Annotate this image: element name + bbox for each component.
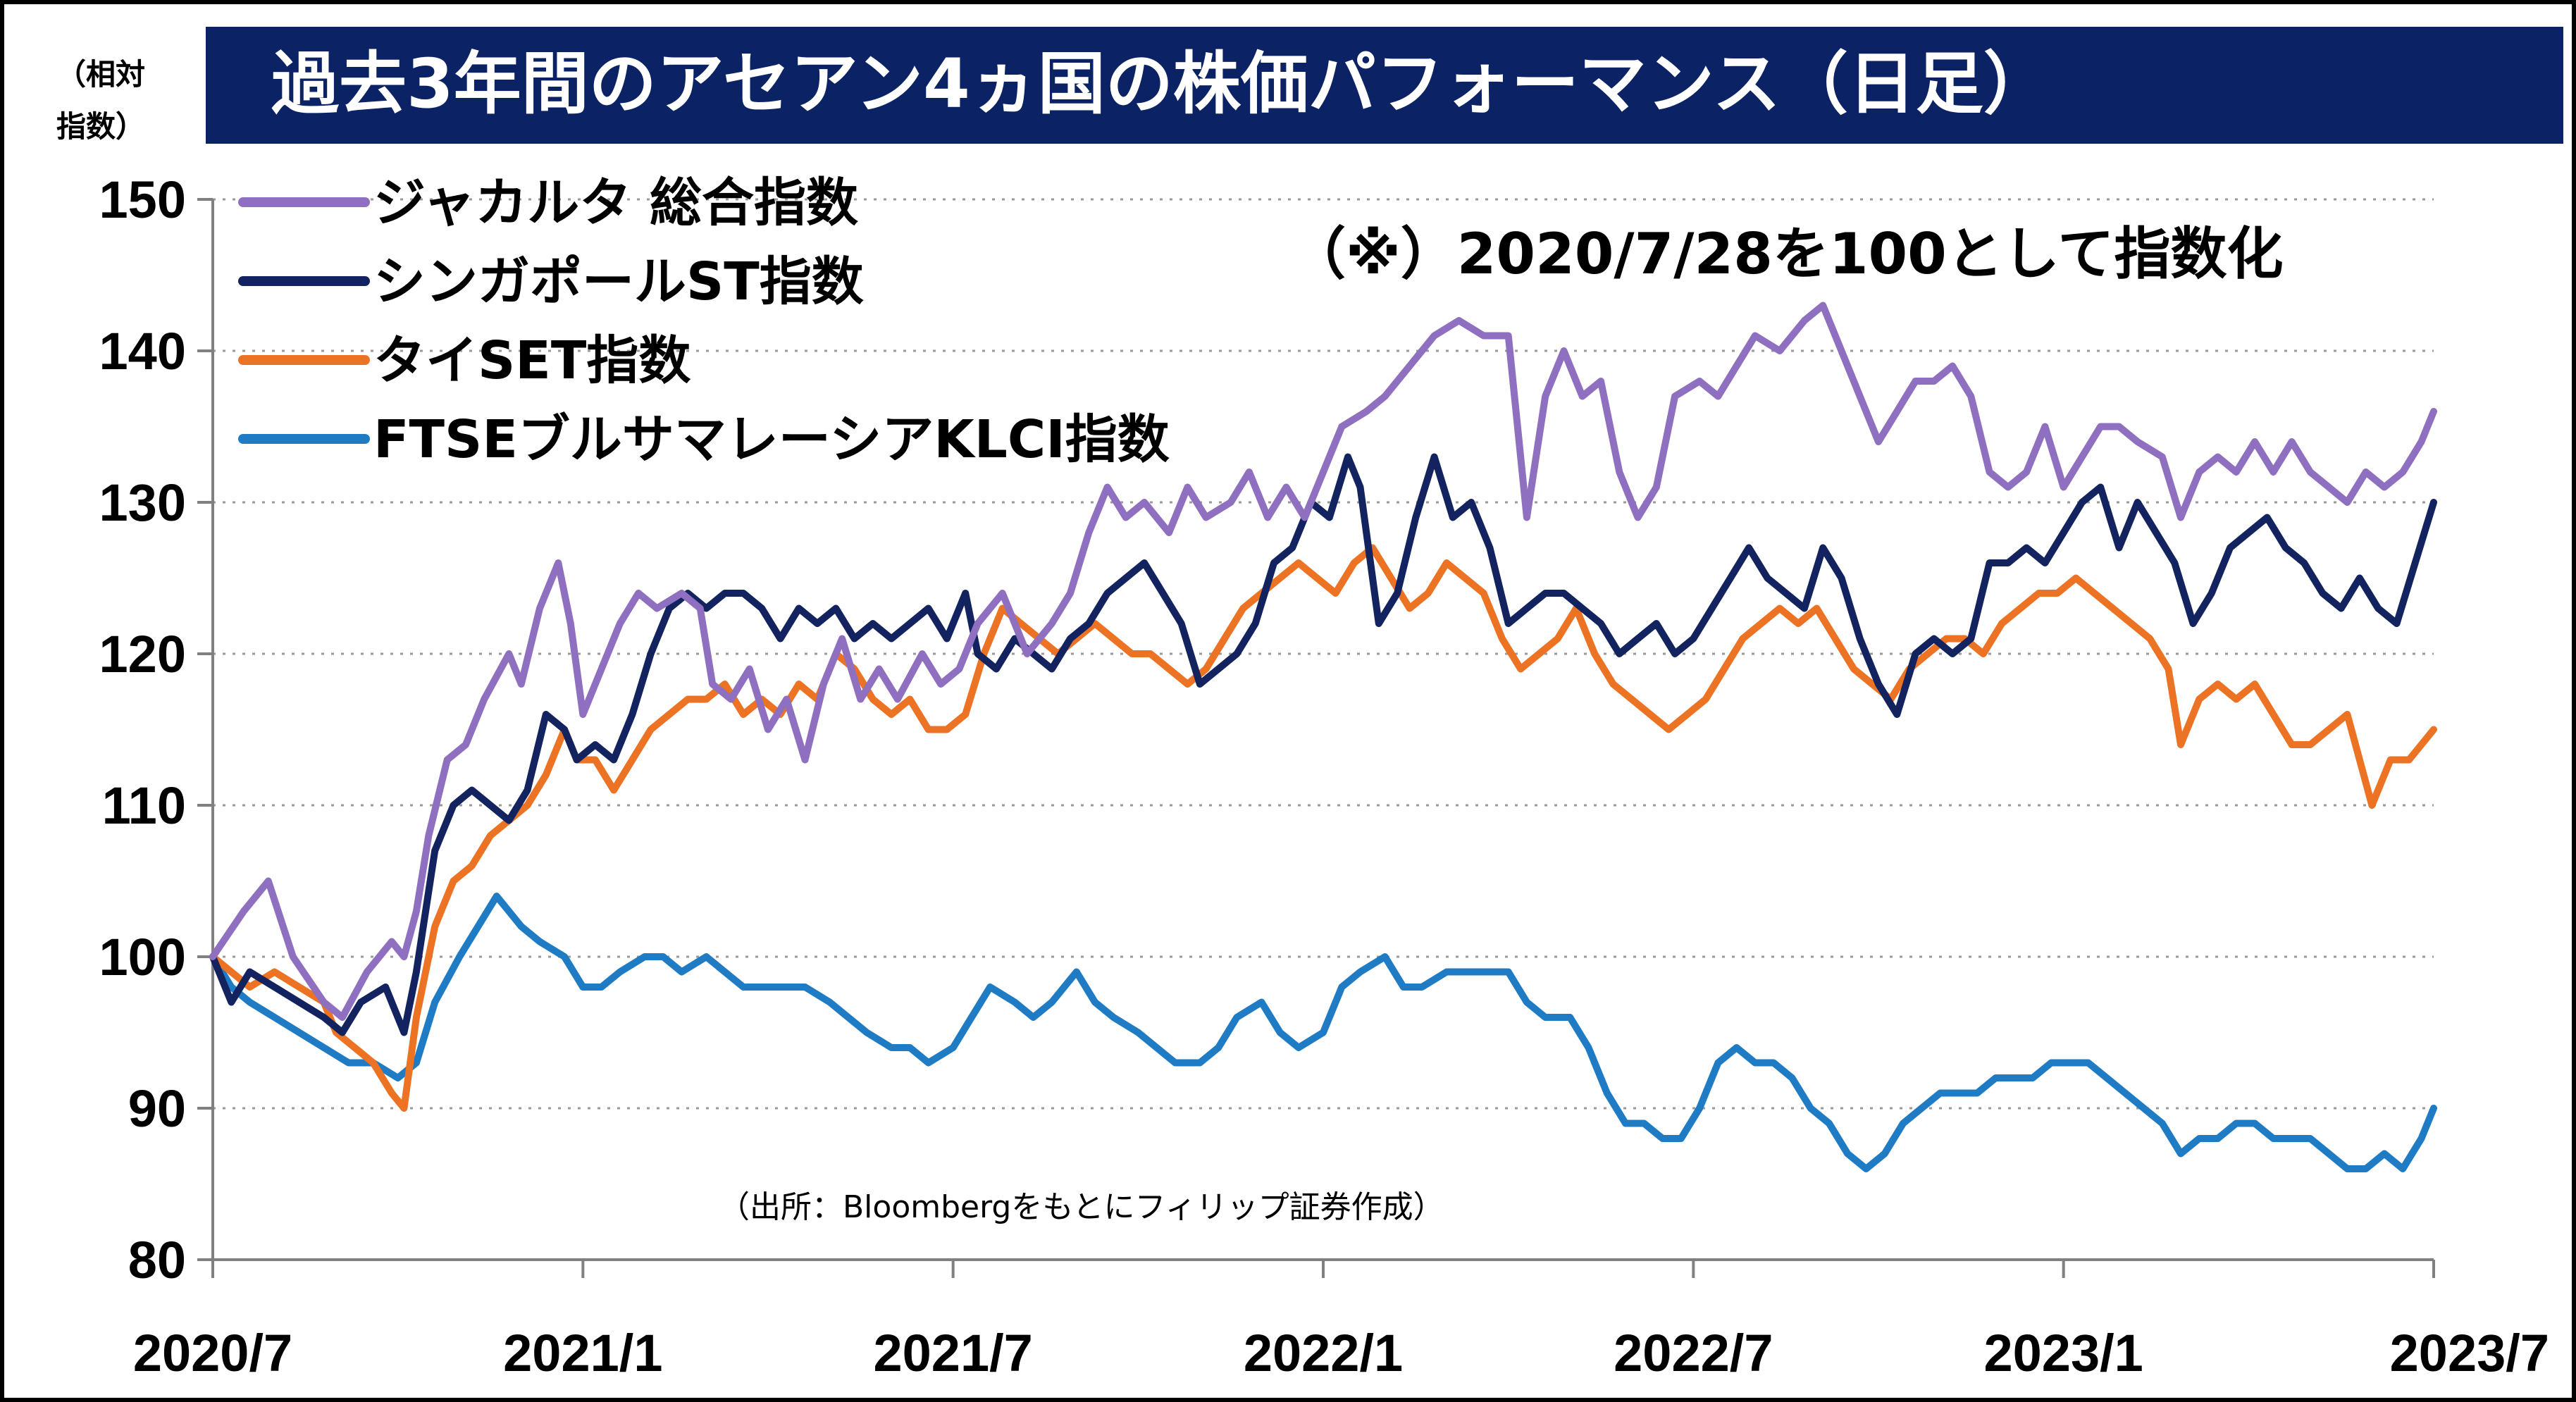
y-tick-labels: 80 90 100 110 120 130 140 150 xyxy=(99,170,186,1289)
series-line-3 xyxy=(209,893,2437,1172)
series-line-1 xyxy=(209,453,2437,1036)
series-line-2 xyxy=(209,544,2437,1112)
normalization-note: （※）2020/7/28を100として指数化 xyxy=(1289,221,2283,287)
legend-label-0: ジャカルタ 総合指数 xyxy=(373,173,858,233)
source-note: （出所：Bloombergをもとにフィリップ証券作成） xyxy=(719,1189,1444,1225)
axes xyxy=(197,198,2435,1278)
series-line-0 xyxy=(209,302,2437,1021)
series-lines xyxy=(209,302,2437,1172)
x-tick-label: 2020/7 xyxy=(133,1324,292,1382)
x-tick-label: 2022/7 xyxy=(1614,1324,1773,1382)
y-tick-label: 80 xyxy=(128,1231,186,1289)
y-tick-label: 100 xyxy=(99,928,186,986)
legend-label-1: シンガポールST指数 xyxy=(373,252,864,312)
x-tick-label: 2023/7 xyxy=(2390,1324,2549,1382)
legend-label-3: FTSEブルサマレーシアKLCI指数 xyxy=(373,409,1170,470)
y-axis-label-line-1: （相対 xyxy=(56,57,145,92)
x-tick-label: 2022/1 xyxy=(1244,1324,1403,1382)
y-tick-label: 150 xyxy=(99,170,186,229)
x-tick-label: 2023/1 xyxy=(1983,1324,2143,1382)
x-tick-labels: 2020/7 2021/1 2021/7 2022/1 2022/7 2023/1 2023… xyxy=(133,1324,2549,1382)
y-tick-label: 90 xyxy=(128,1079,186,1138)
y-tick-label: 110 xyxy=(102,776,186,835)
y-axis-label-line-2: 指数） xyxy=(56,109,145,144)
x-tick-label: 2021/7 xyxy=(873,1324,1032,1382)
chart-title: 過去3年間のアセアン4ヵ国の株価パフォーマンス（日足） xyxy=(271,44,2051,123)
title-band xyxy=(206,27,2563,144)
y-tick-label: 130 xyxy=(99,473,186,532)
y-tick-label: 140 xyxy=(99,322,186,380)
legend-label-2: タイSET指数 xyxy=(373,330,691,391)
x-tick-label: 2021/1 xyxy=(503,1324,662,1382)
y-tick-label: 120 xyxy=(99,625,186,683)
